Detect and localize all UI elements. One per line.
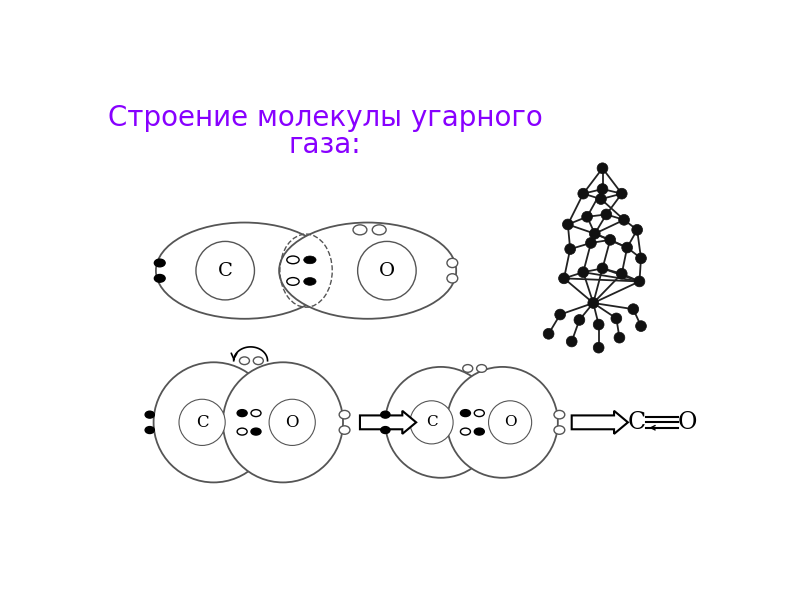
Ellipse shape bbox=[237, 428, 247, 435]
FancyArrow shape bbox=[572, 411, 628, 434]
Circle shape bbox=[636, 253, 646, 264]
Circle shape bbox=[628, 304, 638, 314]
Circle shape bbox=[543, 328, 554, 339]
Ellipse shape bbox=[304, 278, 316, 285]
Circle shape bbox=[622, 242, 633, 253]
Text: C: C bbox=[426, 415, 438, 430]
Ellipse shape bbox=[461, 410, 470, 416]
Text: C: C bbox=[628, 411, 646, 434]
Ellipse shape bbox=[477, 365, 486, 372]
Circle shape bbox=[558, 273, 570, 284]
Text: O: O bbox=[379, 262, 395, 280]
Ellipse shape bbox=[353, 225, 367, 235]
Ellipse shape bbox=[279, 223, 456, 319]
Circle shape bbox=[179, 399, 226, 445]
Circle shape bbox=[594, 342, 604, 353]
Circle shape bbox=[605, 235, 615, 245]
Ellipse shape bbox=[447, 274, 458, 283]
Circle shape bbox=[562, 219, 574, 230]
Circle shape bbox=[586, 238, 596, 248]
Circle shape bbox=[588, 298, 598, 308]
Circle shape bbox=[269, 399, 315, 445]
Circle shape bbox=[154, 362, 274, 482]
Circle shape bbox=[611, 313, 622, 324]
Circle shape bbox=[358, 241, 416, 300]
Circle shape bbox=[196, 241, 254, 300]
Circle shape bbox=[595, 194, 606, 205]
Ellipse shape bbox=[287, 256, 299, 264]
Ellipse shape bbox=[339, 410, 350, 419]
Ellipse shape bbox=[251, 428, 261, 435]
Circle shape bbox=[632, 224, 642, 235]
Ellipse shape bbox=[304, 256, 316, 264]
Text: Строение молекулы угарного: Строение молекулы угарного bbox=[108, 104, 542, 132]
FancyArrow shape bbox=[360, 411, 416, 434]
Ellipse shape bbox=[372, 225, 386, 235]
Text: C: C bbox=[196, 414, 209, 431]
Circle shape bbox=[616, 268, 627, 279]
Circle shape bbox=[489, 401, 532, 444]
Ellipse shape bbox=[447, 259, 458, 268]
Circle shape bbox=[223, 362, 343, 482]
Circle shape bbox=[616, 188, 627, 199]
Circle shape bbox=[574, 314, 585, 325]
Ellipse shape bbox=[145, 411, 154, 418]
Ellipse shape bbox=[254, 357, 263, 365]
Circle shape bbox=[594, 319, 604, 330]
Circle shape bbox=[636, 321, 646, 331]
Ellipse shape bbox=[474, 428, 484, 435]
Ellipse shape bbox=[237, 410, 247, 416]
Text: O: O bbox=[504, 415, 517, 430]
Ellipse shape bbox=[381, 427, 390, 434]
Circle shape bbox=[578, 188, 589, 199]
Ellipse shape bbox=[339, 426, 350, 434]
Ellipse shape bbox=[461, 428, 470, 435]
Ellipse shape bbox=[381, 411, 390, 418]
Circle shape bbox=[566, 336, 577, 347]
Circle shape bbox=[447, 367, 558, 478]
Ellipse shape bbox=[554, 410, 565, 419]
Ellipse shape bbox=[554, 426, 565, 434]
Circle shape bbox=[597, 263, 608, 274]
Circle shape bbox=[597, 163, 608, 173]
Text: газа:: газа: bbox=[289, 131, 362, 159]
Circle shape bbox=[601, 209, 612, 220]
Circle shape bbox=[618, 214, 630, 225]
Circle shape bbox=[597, 184, 608, 194]
Text: C: C bbox=[218, 262, 233, 280]
Circle shape bbox=[634, 276, 645, 287]
Circle shape bbox=[582, 211, 593, 222]
Ellipse shape bbox=[154, 275, 165, 282]
Circle shape bbox=[614, 332, 625, 343]
Ellipse shape bbox=[145, 427, 154, 434]
Circle shape bbox=[410, 401, 453, 444]
Circle shape bbox=[386, 367, 496, 478]
Circle shape bbox=[590, 229, 600, 239]
Ellipse shape bbox=[287, 278, 299, 285]
Ellipse shape bbox=[239, 357, 250, 365]
Ellipse shape bbox=[156, 223, 333, 319]
Circle shape bbox=[554, 309, 566, 320]
Ellipse shape bbox=[154, 259, 165, 267]
Text: O: O bbox=[286, 414, 299, 431]
Circle shape bbox=[565, 244, 575, 254]
Ellipse shape bbox=[462, 365, 473, 372]
Text: O: O bbox=[678, 411, 697, 434]
Circle shape bbox=[578, 267, 589, 278]
Ellipse shape bbox=[251, 410, 261, 416]
Ellipse shape bbox=[474, 410, 484, 416]
